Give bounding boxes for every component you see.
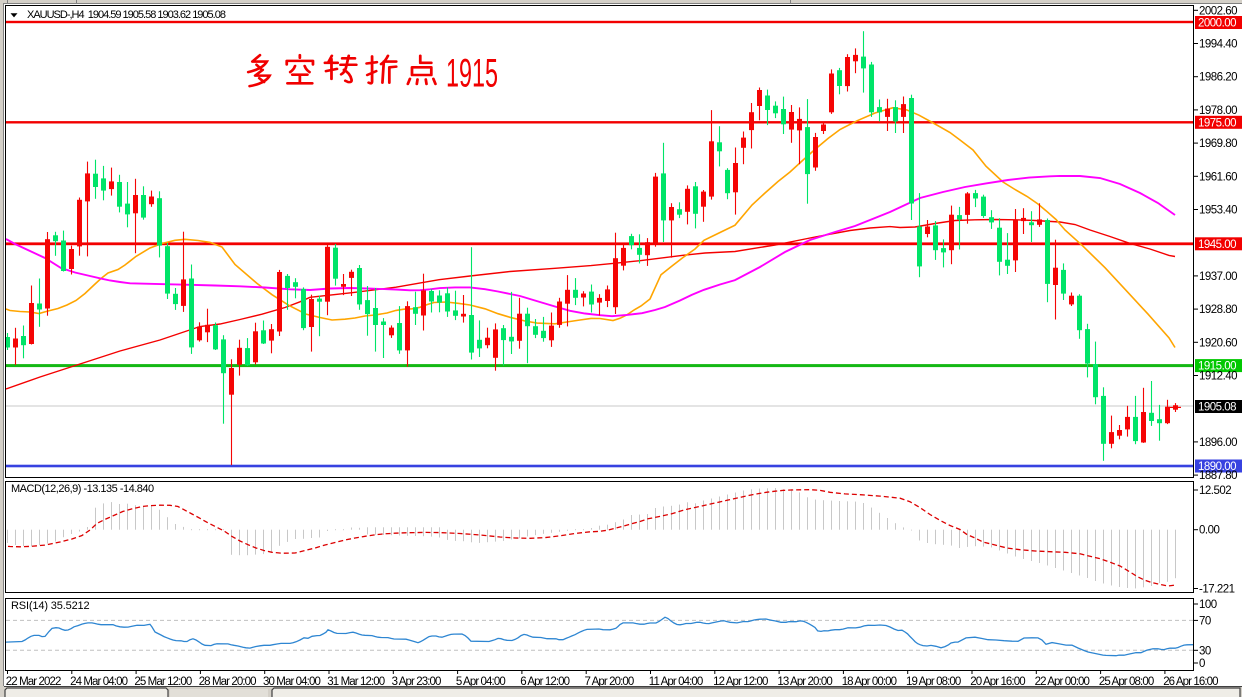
svg-text:26 Apr 16:00: 26 Apr 16:00 [1163,676,1218,688]
svg-text:1915.00: 1915.00 [1198,361,1236,373]
svg-text:1961.60: 1961.60 [1199,171,1237,183]
svg-text:0.00: 0.00 [1199,525,1219,537]
svg-text:MACD(12,26,9) -13.135 -14.840: MACD(12,26,9) -13.135 -14.840 [11,483,154,495]
svg-text:20 Apr 16:00: 20 Apr 16:00 [970,676,1025,688]
svg-text:RSI(14) 35.5212: RSI(14) 35.5212 [11,600,89,612]
svg-text:1994.40: 1994.40 [1199,39,1237,51]
svg-text:5 Apr 04:00: 5 Apr 04:00 [456,676,505,688]
svg-text:18 Apr 00:00: 18 Apr 00:00 [842,676,897,688]
svg-text:1896.00: 1896.00 [1199,437,1237,449]
svg-text:1912.40: 1912.40 [1199,371,1237,383]
svg-text:0: 0 [1199,658,1205,670]
svg-text:30 Mar 04:00: 30 Mar 04:00 [263,676,320,688]
svg-text:12.502: 12.502 [1199,485,1231,497]
svg-text:11 Apr 04:00: 11 Apr 04:00 [649,676,703,688]
svg-text:-17.221: -17.221 [1199,584,1235,596]
svg-text:3 Apr 23:00: 3 Apr 23:00 [392,676,441,688]
svg-text:2002.60: 2002.60 [1199,5,1237,17]
svg-text:70: 70 [1199,615,1211,627]
svg-text:7 Apr 20:00: 7 Apr 20:00 [585,676,634,688]
svg-text:19 Apr 08:00: 19 Apr 08:00 [906,676,961,688]
svg-text:1905.08: 1905.08 [1198,402,1236,414]
svg-text:13 Apr 20:00: 13 Apr 20:00 [777,676,832,688]
svg-text:31 Mar 12:00: 31 Mar 12:00 [327,676,384,688]
svg-text:25 Mar 12:00: 25 Mar 12:00 [134,676,191,688]
svg-text:1890.00: 1890.00 [1198,461,1236,473]
svg-text:24 Mar 04:00: 24 Mar 04:00 [70,676,127,688]
svg-text:1887.80: 1887.80 [1199,470,1237,482]
svg-text:1986.20: 1986.20 [1199,72,1237,84]
svg-text:1975.00: 1975.00 [1198,117,1236,129]
svg-text:6 Apr 12:00: 6 Apr 12:00 [520,676,569,688]
svg-text:1945.00: 1945.00 [1198,239,1236,251]
svg-text:12 Apr 12:00: 12 Apr 12:00 [713,676,768,688]
svg-text:1953.40: 1953.40 [1199,205,1237,217]
svg-text:22 Apr 00:00: 22 Apr 00:00 [1035,676,1090,688]
svg-text:1969.80: 1969.80 [1199,138,1237,150]
svg-text:100: 100 [1199,599,1217,611]
svg-text:1978.00: 1978.00 [1199,105,1237,117]
svg-text:28 Mar 20:00: 28 Mar 20:00 [199,676,256,688]
svg-text:XAUUSD-,H4 1904.59 1905.58 19: XAUUSD-,H4 1904.59 1905.58 1903.62 1905.… [27,9,226,21]
svg-text:1920.60: 1920.60 [1199,337,1237,349]
svg-text:22 Mar 2022: 22 Mar 2022 [6,676,61,688]
svg-text:30: 30 [1199,645,1211,657]
svg-text:1928.80: 1928.80 [1199,304,1237,316]
svg-text:1915: 1915 [446,52,498,96]
svg-text:25 Apr 08:00: 25 Apr 08:00 [1099,676,1154,688]
svg-text:1937.00: 1937.00 [1199,271,1237,283]
svg-text:2000.00: 2000.00 [1198,18,1236,30]
